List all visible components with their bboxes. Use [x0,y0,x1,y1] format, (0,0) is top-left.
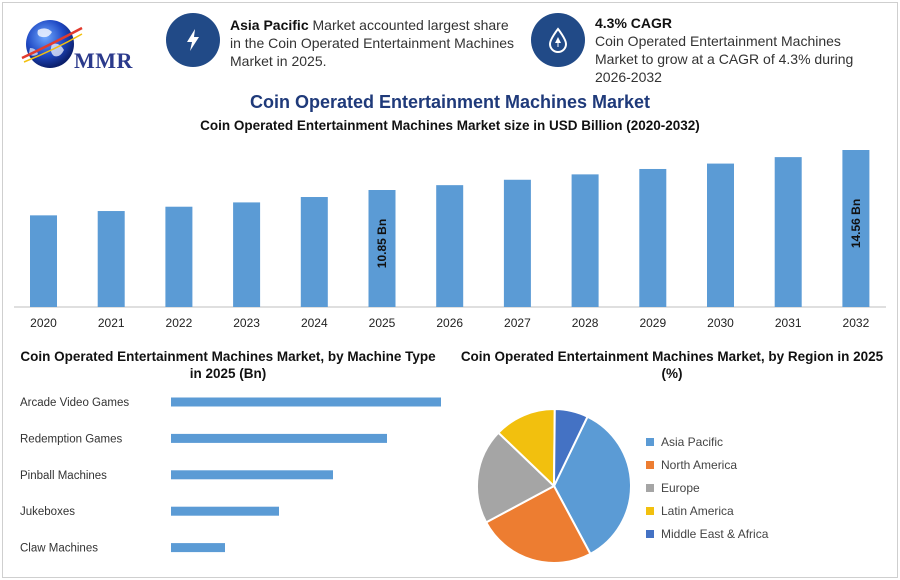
machine-type-label: Pinball Machines [20,470,107,482]
machine-type-label: Claw Machines [20,543,98,555]
logo-text: MMR [74,48,133,73]
pie-slice-middle-east-africa [553,410,589,487]
legend-label: Europe [661,480,700,495]
bar-2024 [300,197,328,307]
x-tick-label: 2031 [775,316,802,330]
bar-2026 [436,185,464,307]
region-legend: Asia Pacific North America Europe Latin Ame… [646,430,768,545]
x-tick-label: 2021 [98,316,125,330]
bar-2029 [639,168,667,307]
legend-item: Europe [646,476,768,499]
info-cagr: 4.3% CAGR Coin Operated Entertainment Ma… [531,13,871,86]
pie-slice-asia-pacific [552,415,632,556]
machine-type-bar-chart: Arcade Video Games Redemption Games Pinbal… [20,397,441,555]
x-tick-label: 2029 [639,316,666,330]
legend-label: Middle East & Africa [661,526,769,541]
x-tick-label: 2020 [30,316,57,330]
lightning-icon [166,13,220,67]
bar-2027 [503,179,531,307]
info-largest-share: Asia Pacific Market accounted largest sh… [166,13,526,70]
x-tick-label: 2026 [436,316,463,330]
legend-swatch [646,483,654,492]
info-cagr-title: 4.3% CAGR [595,15,673,31]
bar-2031 [774,157,802,307]
globe-icon [21,20,83,68]
region-chart-title: Coin Operated Entertainment Machines Mar… [460,349,884,381]
legend-item: Latin America [646,499,768,522]
legend-swatch [646,529,654,538]
hbar-pinball-machines [171,470,333,480]
region-pie-chart [476,410,632,564]
x-tick-label: 2030 [707,316,734,330]
x-tick-label: 2032 [843,316,870,330]
machine-type-chart-title: Coin Operated Entertainment Machines Mar… [20,349,436,381]
bar-2025 [368,190,396,307]
info-region-detail: Market accounted largest share in the Co… [230,17,515,69]
x-tick-label: 2024 [301,316,328,330]
hbar-arcade-video-games [171,397,441,407]
legend-label: Asia Pacific [661,434,724,449]
legend-item: Asia Pacific [646,430,768,453]
hbar-claw-machines [171,543,225,553]
hbar-jukeboxes [171,506,279,516]
x-tick-label: 2027 [504,316,531,330]
legend-item: Middle East & Africa [646,522,768,545]
bar-2022 [165,206,193,307]
legend-swatch [646,460,654,469]
x-tick-label: 2028 [572,316,599,330]
legend-label: Latin America [661,503,734,518]
legend-swatch [646,506,654,515]
bar-2028 [571,174,599,307]
bar-chart-title: Coin Operated Entertainment Machines Mar… [200,118,700,133]
info-cagr-text: 4.3% CAGR Coin Operated Entertainment Ma… [595,14,865,86]
bar-2020 [30,215,57,307]
bar-2021 [97,211,125,307]
bar-2030 [707,163,734,307]
bar-2032 [842,150,870,307]
x-tick-label: 2023 [233,316,260,330]
x-tick-label: 2025 [369,316,396,330]
pie-slice-latin-america [496,410,556,489]
hbar-redemption-games [171,433,387,443]
pie-slice-europe [476,431,556,524]
data-label: 14.56 Bn [849,199,863,248]
growth-drop-icon [531,13,585,67]
bar-2023 [233,202,261,307]
info-largest-share-text: Asia Pacific Market accounted largest sh… [230,16,522,70]
machine-type-label: Arcade Video Games [20,397,129,409]
legend-item: North America [646,453,768,476]
machine-type-label: Redemption Games [20,433,123,445]
mmr-logo: MMR [18,14,138,76]
info-region-name: Asia Pacific [230,17,309,33]
main-title: Coin Operated Entertainment Machines Mar… [249,92,651,112]
pie-slice-north-america [484,484,592,564]
legend-swatch [646,437,654,446]
market-size-bar-chart: 2020 2021 2022 2023 2024 2025 10.85 Bn 2026 2027… [14,150,886,330]
info-cagr-detail: Coin Operated Entertainment Machines Mar… [595,33,854,85]
machine-type-label: Jukeboxes [20,506,75,518]
legend-label: North America [661,457,738,472]
data-label: 10.85 Bn [375,219,389,268]
x-tick-label: 2022 [166,316,193,330]
